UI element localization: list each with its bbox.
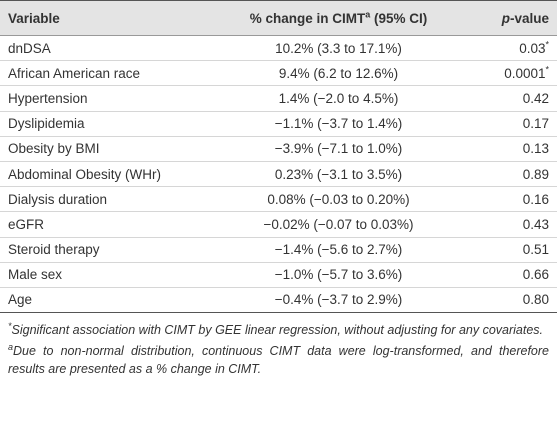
footnote-marker: *: [545, 64, 549, 75]
footnote: *Significant association with CIMT by GE…: [8, 321, 549, 339]
change-cell: −1.0% (−5.7 to 3.6%): [206, 262, 471, 288]
results-table: Variable% change in CIMTa (95% CI) p-valu…: [0, 0, 557, 314]
change-cell: −1.4% (−5.6 to 2.7%): [206, 237, 471, 263]
footnote-marker: a: [365, 9, 371, 19]
variable-cell: Obesity by BMI: [0, 136, 206, 162]
table-row: Steroid therapy −1.4% (−5.6 to 2.7%) 0.51: [0, 237, 557, 263]
footnote-text: Significant association with CIMT by GEE…: [11, 323, 544, 338]
variable-cell: African American race: [0, 60, 206, 87]
variable-cell: dnDSA: [0, 35, 206, 62]
header-text: Variable: [8, 10, 60, 26]
change-cell: 0.23% (−3.1 to 3.5%): [206, 161, 471, 188]
table-row: Dyslipidemia −1.1% (−3.7 to 1.4%) 0.17: [0, 111, 557, 137]
table-row: Hypertension 1.4% (−2.0 to 4.5%) 0.42: [0, 85, 557, 112]
table-body: dnDSA 10.2% (3.3 to 17.1%) 0.03* African Am…: [0, 35, 557, 314]
p-value-cell: 0.66: [471, 262, 557, 288]
change-cell: 1.4% (−2.0 to 4.5%): [206, 85, 471, 112]
table-row: Age −0.4% (−3.7 to 2.9%) 0.80: [0, 287, 557, 314]
p-value-cell: 0.0001*: [471, 60, 557, 87]
footnote-marker: *: [8, 320, 12, 331]
change-cell: 10.2% (3.3 to 17.1%): [206, 35, 471, 62]
table-row: Dialysis duration 0.08% (−0.03 to 0.20%) 0…: [0, 186, 557, 213]
p-value: 0.13: [522, 141, 549, 157]
header-text: p: [501, 10, 510, 26]
variable-cell: Age: [0, 287, 206, 314]
change-cell: 9.4% (6.2 to 12.6%): [206, 60, 471, 87]
change-cell: −1.1% (−3.7 to 1.4%): [206, 111, 471, 137]
change-cell: −3.9% (−7.1 to 1.0%): [206, 136, 471, 162]
variable-cell: Steroid therapy: [0, 237, 206, 263]
p-value: 0.42: [522, 90, 549, 106]
header-row: Variable% change in CIMTa (95% CI) p-valu…: [0, 0, 557, 36]
variable-cell: eGFR: [0, 211, 206, 238]
table-row: Male sex −1.0% (−5.7 to 3.6%) 0.66: [0, 262, 557, 288]
variable-cell: Male sex: [0, 262, 206, 288]
table-header: Variable% change in CIMTa (95% CI) p-valu…: [0, 0, 557, 36]
change-cell: 0.08% (−0.03 to 0.20%): [206, 186, 471, 213]
table-row: African American race 9.4% (6.2 to 12.6%)…: [0, 60, 557, 87]
p-value-cell: 0.17: [471, 111, 557, 137]
header-text: -value: [509, 10, 549, 26]
header-text: % change in CIMT: [249, 10, 366, 26]
p-value: 0.51: [522, 242, 549, 258]
p-value: 0.03: [519, 40, 546, 56]
header-text: (95% CI): [370, 10, 428, 26]
header-cell: Variable: [0, 0, 206, 36]
table-row: dnDSA 10.2% (3.3 to 17.1%) 0.03*: [0, 35, 557, 62]
header-cell: p-value: [471, 0, 557, 36]
footnotes: *Significant association with CIMT by GE…: [0, 313, 557, 378]
p-value: 0.43: [522, 216, 549, 232]
p-value-cell: 0.51: [471, 237, 557, 263]
footnote-marker: *: [545, 39, 549, 50]
p-value: 0.16: [522, 191, 549, 207]
footnote-text: Due to non-normal distribution, continuo…: [8, 344, 549, 377]
p-value-cell: 0.42: [471, 85, 557, 112]
p-value-cell: 0.89: [471, 161, 557, 188]
table-row: Obesity by BMI −3.9% (−7.1 to 1.0%) 0.13: [0, 136, 557, 162]
footnote-marker: a: [8, 341, 14, 352]
p-value-cell: 0.13: [471, 136, 557, 162]
variable-cell: Dialysis duration: [0, 186, 206, 213]
table-row: Abdominal Obesity (WHr) 0.23% (−3.1 to 3.…: [0, 161, 557, 188]
p-value: 0.89: [522, 166, 549, 182]
p-value: 0.80: [522, 292, 549, 308]
p-value-cell: 0.43: [471, 211, 557, 238]
p-value-cell: 0.03*: [471, 35, 557, 62]
variable-cell: Dyslipidemia: [0, 111, 206, 137]
p-value-cell: 0.16: [471, 186, 557, 213]
p-value: 0.0001: [504, 65, 546, 81]
variable-cell: Hypertension: [0, 85, 206, 112]
variable-cell: Abdominal Obesity (WHr): [0, 161, 206, 188]
p-value: 0.66: [522, 267, 549, 283]
change-cell: −0.02% (−0.07 to 0.03%): [206, 211, 471, 238]
footnote: aDue to non-normal distribution, continu…: [8, 342, 549, 378]
p-value: 0.17: [522, 116, 549, 132]
change-cell: −0.4% (−3.7 to 2.9%): [206, 287, 471, 314]
p-value-cell: 0.80: [471, 287, 557, 314]
header-cell: % change in CIMTa (95% CI): [206, 0, 471, 36]
table-row: eGFR −0.02% (−0.07 to 0.03%) 0.43: [0, 211, 557, 238]
